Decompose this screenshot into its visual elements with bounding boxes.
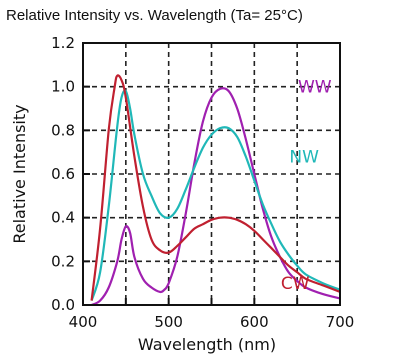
x-tick-label: 400 — [69, 313, 98, 331]
x-tick-label: 600 — [240, 313, 269, 331]
x-axis-label: Wavelength (nm) — [138, 335, 276, 354]
y-axis-label: Relative Intensity — [10, 104, 29, 243]
y-tick-label: 0.4 — [51, 209, 75, 227]
series-label-ww: WW — [298, 78, 332, 98]
y-tick-label: 1.0 — [51, 78, 75, 96]
x-tick-label: 500 — [154, 313, 183, 331]
series-label-cw: CW — [281, 274, 310, 294]
tick-labels: 400 500 600 700 0.0 0.2 0.4 0.6 0.8 1.0 1.2 — [51, 34, 354, 331]
chart-title: Relative Intensity vs. Wavelength (Ta= 2… — [6, 7, 303, 24]
series-lines — [90, 74, 341, 307]
y-tick-label: 0.0 — [51, 296, 75, 314]
series-line-cw — [90, 74, 341, 301]
x-tick-label: 700 — [326, 313, 355, 331]
plot-frame — [82, 42, 341, 306]
series-label-nw: NW — [289, 148, 319, 168]
y-tick-label: 1.2 — [51, 34, 75, 52]
y-tick-label: 0.8 — [51, 121, 75, 139]
y-tick-label: 0.6 — [51, 165, 75, 183]
series-labels: WW NW CW — [281, 78, 332, 294]
y-tick-label: 0.2 — [51, 252, 75, 270]
